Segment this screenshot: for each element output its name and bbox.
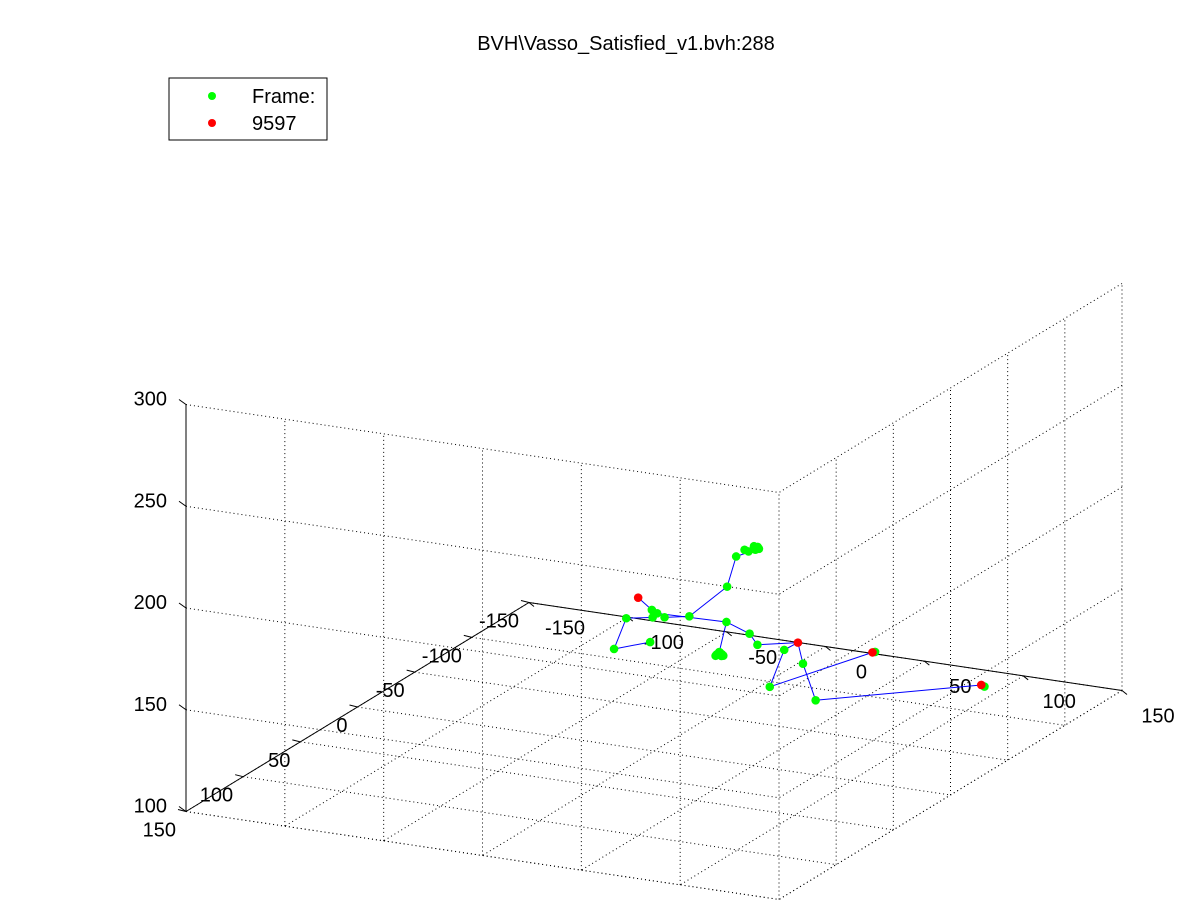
y-tick-label: 50 — [268, 750, 290, 772]
z-tick-mark — [178, 704, 187, 711]
legend: Frame: 9597 — [168, 77, 328, 141]
x-tick-mark — [726, 631, 732, 637]
legend-box — [168, 77, 328, 141]
bone-spine2-spine3 — [726, 621, 750, 635]
y-tick-mark — [177, 809, 187, 812]
bone-spine3-lhandbase — [718, 621, 727, 653]
bone-lshoulder-lelbow — [613, 618, 627, 650]
joint-rfinger5 — [749, 544, 759, 554]
grid-line — [778, 588, 1123, 799]
x-tick-mark — [528, 602, 535, 607]
legend-label-frame: Frame: — [252, 86, 315, 108]
joint-lshoulder — [621, 613, 631, 623]
y-tick-mark — [463, 634, 472, 638]
y-tick-mark — [292, 739, 301, 743]
joint-lankle — [976, 680, 986, 690]
x-tick-label: -100 — [644, 632, 684, 654]
y-tick-mark — [235, 774, 244, 778]
bone-lelbow-lwrist — [613, 641, 651, 650]
joint-rhip — [779, 645, 789, 655]
y-tick-label: -100 — [422, 645, 462, 667]
joint-lclavicle — [648, 613, 657, 622]
grid-line — [482, 646, 826, 856]
x-tick-mark — [924, 660, 930, 666]
joint-rwrist — [731, 552, 741, 561]
joint-rshoulder — [685, 612, 694, 621]
joint-lfinger6 — [717, 649, 727, 659]
x-tick-label: 100 — [1042, 691, 1075, 713]
joint-spine3 — [722, 617, 731, 627]
bone-lknee-lankle — [815, 684, 982, 701]
x-tick-label: -50 — [748, 647, 777, 669]
chart-title: BVH\Vasso_Satisfied_v1.bvh:288 — [477, 33, 775, 55]
joint-rankle — [868, 648, 877, 657]
bone-rhip-rknee — [769, 649, 785, 687]
z-tick-mark — [178, 806, 187, 812]
grid-line — [778, 384, 1123, 595]
x-tick-mark — [1022, 675, 1029, 681]
y-tick-mark — [406, 669, 415, 673]
joint-spine1 — [753, 640, 762, 650]
joint-head — [633, 593, 643, 602]
y-tick-label: -50 — [376, 680, 405, 702]
bone-hips-spine1 — [757, 642, 798, 646]
x-tick-mark — [1121, 690, 1128, 695]
legend-marker-9597 — [208, 119, 216, 127]
grid-line — [778, 283, 1123, 493]
y-tick-mark — [520, 600, 530, 603]
joint-rthumb — [740, 545, 749, 555]
legend-label-9597: 9597 — [252, 113, 297, 135]
grid-line — [284, 616, 629, 827]
z-tick-label: 300 — [134, 389, 167, 411]
x-tick-label: -150 — [545, 618, 585, 640]
z-tick-label: 150 — [134, 694, 167, 716]
bone-relbow-rwrist — [726, 556, 737, 587]
x-tick-mark — [825, 646, 831, 651]
z-tick-label: 250 — [134, 490, 167, 512]
y-tick-label: 150 — [143, 820, 176, 842]
grid-line — [679, 675, 1024, 886]
y-tick-label: 100 — [200, 785, 233, 807]
y-tick-label: -150 — [479, 611, 519, 633]
tick-labels: -150-100-50050100150-150-100-50050100150… — [134, 389, 1175, 842]
grid-line — [383, 631, 727, 842]
z-tick-label: 100 — [134, 796, 167, 818]
z-tick-label: 200 — [134, 592, 167, 614]
joint-lhip — [798, 659, 808, 668]
z-tick-mark — [178, 399, 187, 405]
legend-marker-frame — [208, 92, 216, 100]
joint-relbow — [722, 582, 732, 591]
skeleton-joints — [609, 541, 989, 705]
joint-rclavicle — [660, 613, 669, 622]
bone-rknee-rankle — [769, 651, 873, 688]
y-tick-label: 0 — [336, 715, 347, 737]
joint-lelbow — [609, 644, 619, 654]
joint-lwrist — [645, 637, 655, 647]
bone-lclavicle-lshoulder — [626, 616, 653, 619]
bone-lhip-lknee — [802, 663, 817, 701]
x-tick-label: 150 — [1141, 705, 1174, 727]
joint-lknee — [811, 695, 820, 705]
x-tick-label: 0 — [856, 661, 867, 683]
grid-line — [778, 486, 1123, 697]
joint-neck2 — [647, 605, 657, 615]
joint-spine2 — [745, 629, 754, 639]
joint-rknee — [765, 682, 775, 692]
bone-rshoulder-relbow — [689, 586, 728, 617]
z-tick-mark — [178, 500, 187, 507]
joint-hips — [793, 638, 803, 647]
z-tick-mark — [178, 602, 187, 609]
y-tick-mark — [349, 704, 358, 708]
grid-line — [778, 690, 1123, 900]
grid-line — [581, 660, 925, 871]
